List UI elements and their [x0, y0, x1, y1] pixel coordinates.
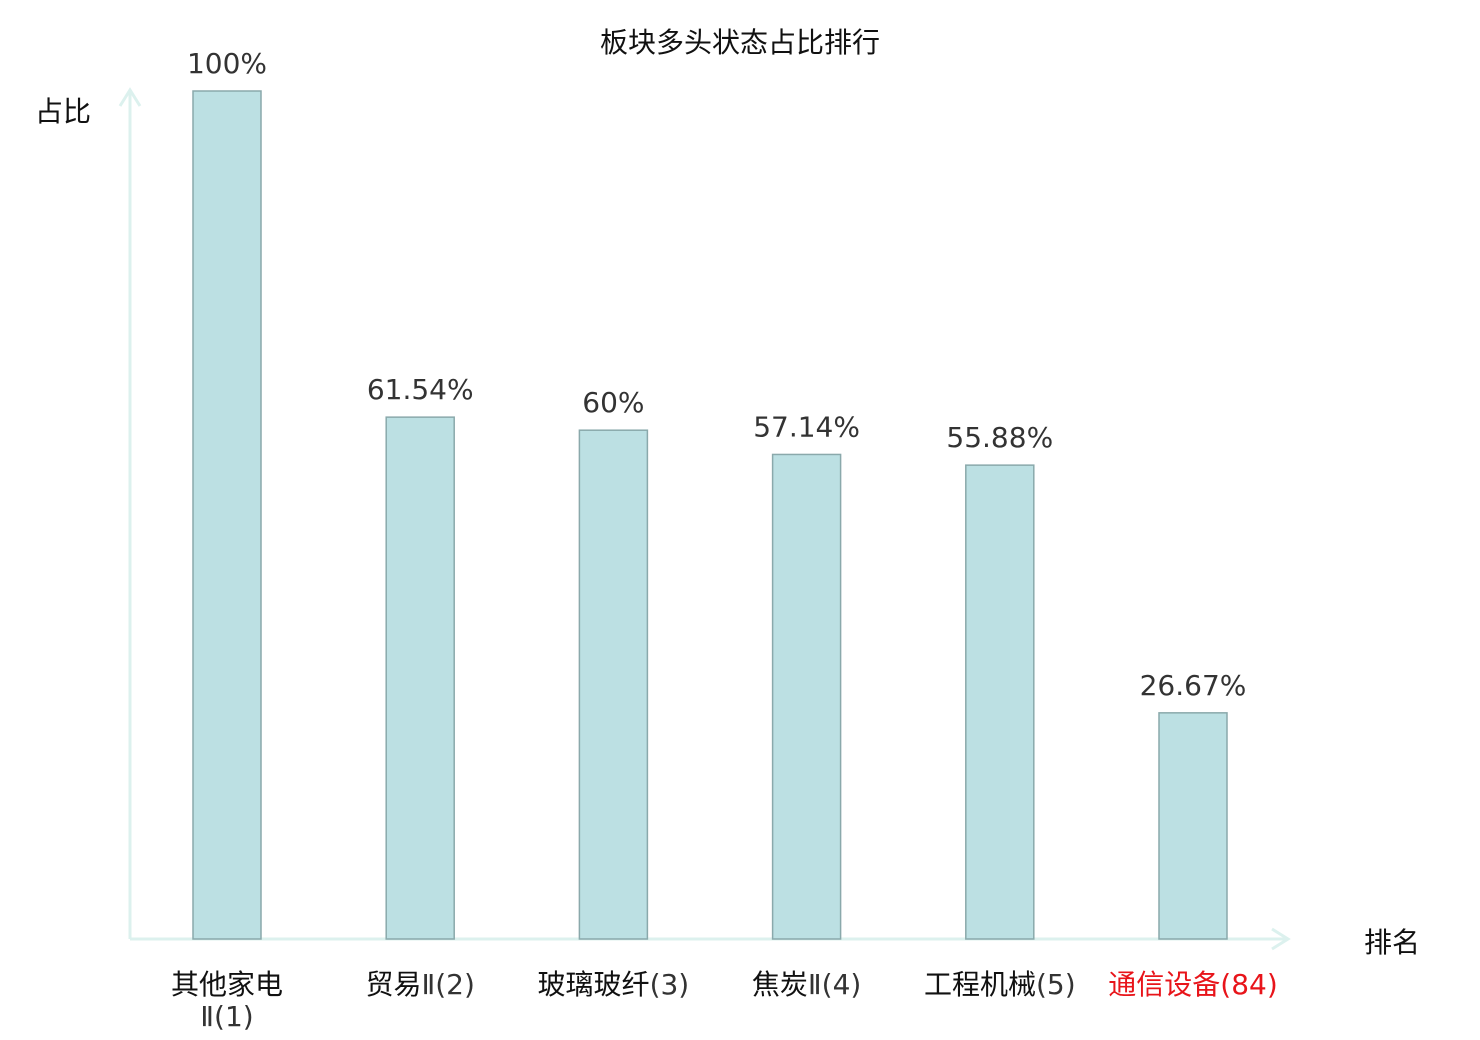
- bar: [965, 464, 1035, 940]
- chart-title: 板块多头状态占比排行: [600, 26, 880, 59]
- x-tick-label: 通信设备(84): [1108, 968, 1278, 1001]
- x-axis-label: 排名: [1364, 926, 1420, 959]
- x-tick-name: 贸易: [365, 968, 421, 1001]
- x-tick-suffix: (3): [650, 968, 690, 1001]
- x-tick-suffix: Ⅱ(4): [808, 968, 861, 1001]
- bar: [192, 90, 262, 940]
- x-tick-name: 玻璃玻纤: [538, 968, 650, 1001]
- axes: [118, 87, 1291, 951]
- x-tick-suffix: (84): [1220, 968, 1277, 1001]
- x-tick-label: 焦炭Ⅱ(4): [752, 968, 861, 1001]
- x-tick-suffix: Ⅱ(2): [421, 968, 474, 1001]
- bar: [385, 416, 455, 940]
- x-tick-label: 其他家电: [171, 968, 283, 1001]
- x-tick-label: 工程机械(5): [924, 968, 1076, 1001]
- bar: [1158, 712, 1228, 940]
- y-axis-arrow: [118, 87, 142, 107]
- x-tick-suffix: (5): [1036, 968, 1076, 1001]
- data-label: 100%: [187, 47, 267, 80]
- x-axis-arrow: [1271, 927, 1291, 951]
- x-tick-name: 焦炭: [752, 968, 808, 1001]
- x-tick-label: 贸易Ⅱ(2): [365, 968, 474, 1001]
- data-label: 60%: [582, 386, 644, 419]
- y-axis-label: 占比: [35, 95, 91, 128]
- x-tick-name: 工程机械: [924, 968, 1036, 1001]
- x-tick-name: 通信设备: [1108, 968, 1220, 1001]
- x-tick-label: 玻璃玻纤(3): [538, 968, 690, 1001]
- bar: [771, 453, 842, 940]
- bar: [578, 429, 649, 940]
- data-label: 57.14%: [753, 410, 860, 443]
- x-tick-label-suffix: Ⅱ(1): [200, 1000, 253, 1033]
- data-label: 26.67%: [1140, 669, 1247, 702]
- data-label: 61.54%: [367, 373, 474, 406]
- data-label: 55.88%: [946, 421, 1053, 454]
